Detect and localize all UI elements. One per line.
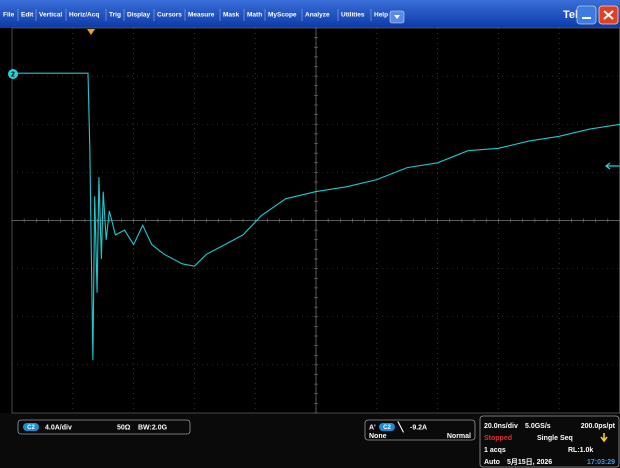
timebase: 20.0ns/div (484, 423, 518, 430)
trigger-box[interactable] (364, 419, 476, 441)
dropdown-arrow (394, 15, 400, 19)
menu-item[interactable]: File (3, 12, 15, 19)
minimize-button[interactable] (576, 5, 597, 25)
minimize-icon (582, 17, 591, 19)
trigger-slope-icon (600, 433, 608, 443)
trigger-mode: Normal (447, 433, 471, 440)
menu-item[interactable]: Measure (188, 12, 215, 19)
resolution: 200.0ps/pt (581, 423, 616, 430)
menu-item[interactable]: Cursors (157, 12, 182, 19)
sample-rate: 5.0GS/s (525, 423, 551, 430)
vertical-scale: 4.0A/div (45, 424, 72, 431)
trigger-prefix: A' (369, 424, 376, 431)
run-mode: Single Seq (537, 435, 573, 442)
menu-item[interactable]: Vertical (39, 12, 62, 19)
menu-item[interactable]: Mask (223, 12, 240, 19)
close-icon (603, 10, 614, 20)
menu-item[interactable]: Edit (21, 12, 34, 19)
trigger-mode-status: Auto (484, 459, 500, 466)
channel-marker-label: 2 (11, 71, 15, 78)
impedance: 50Ω (117, 424, 131, 431)
acq-count: 1 acqs (484, 447, 506, 454)
acq-state: Stopped (484, 435, 512, 442)
status-panel (0, 413, 620, 468)
channel-badge (23, 423, 39, 431)
menu-item[interactable]: Math (247, 12, 262, 19)
channel-badge-label: C2 (27, 425, 35, 431)
channel-box[interactable] (17, 419, 191, 435)
trigger-coupling: None (369, 433, 387, 440)
trigger-level-marker (605, 162, 620, 170)
trigger-slope: ╲ (397, 421, 405, 433)
menu-item[interactable]: Help (374, 12, 388, 19)
menu-item[interactable]: Utilities (341, 12, 365, 19)
time: 17:03:29 (587, 459, 615, 466)
date: 5月15日, 2026 (507, 458, 552, 466)
trigger-badge (379, 423, 395, 431)
menu-item[interactable]: Analyze (305, 12, 330, 19)
trigger-position-marker (87, 29, 95, 35)
waveform (12, 72, 620, 361)
menu-item[interactable]: Trig (109, 12, 121, 19)
menu-item[interactable]: Horiz/Acq (69, 12, 99, 19)
menu-bar (0, 0, 620, 28)
record-length: RL:1.0k (568, 447, 593, 454)
menu-item[interactable]: MyScope (268, 12, 297, 19)
trigger-badge-label: C2 (383, 425, 391, 431)
trigger-level: -9.2A (410, 424, 427, 431)
channel-marker (8, 69, 18, 79)
acquisition-box[interactable] (479, 415, 620, 468)
bandwidth: BW:2.0G (138, 424, 168, 431)
menu-item[interactable]: Display (127, 12, 151, 19)
